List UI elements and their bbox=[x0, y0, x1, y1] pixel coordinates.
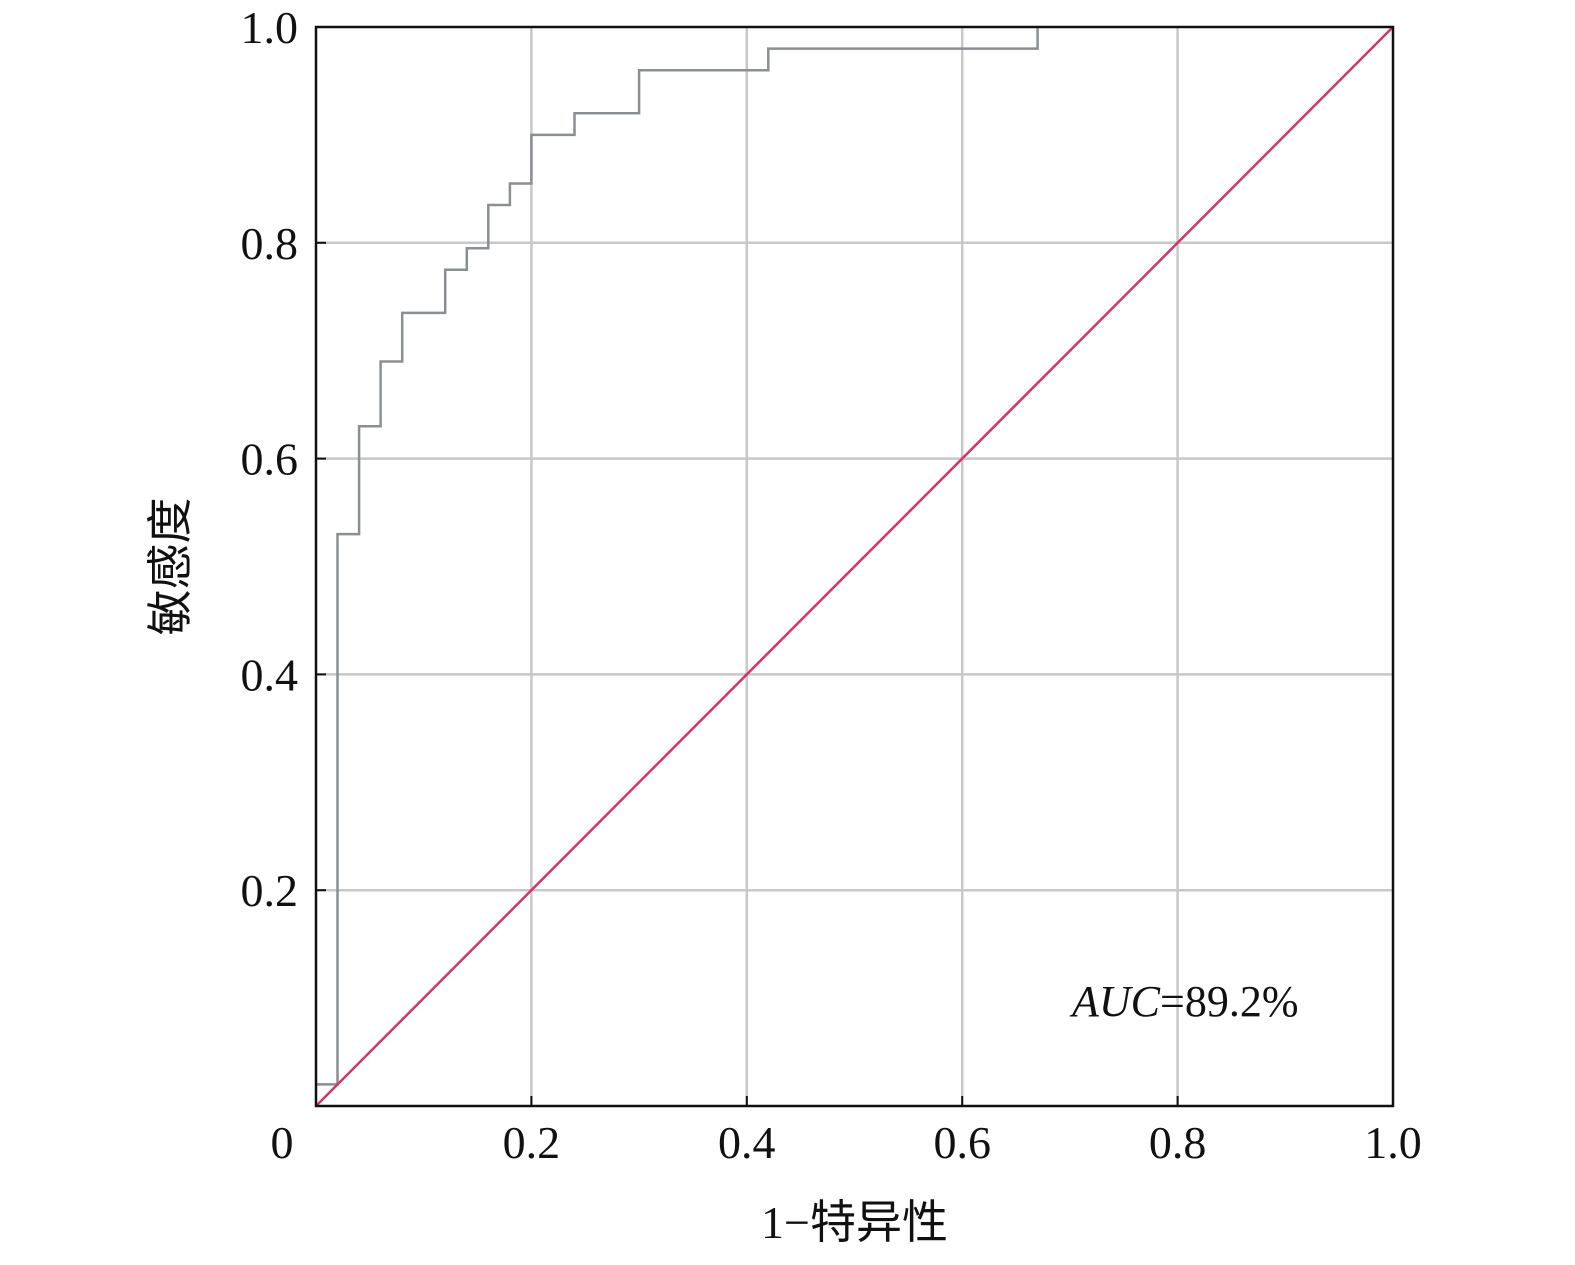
y-tick-label: 0.2 bbox=[241, 865, 299, 916]
y-axis-title: 敏感度 bbox=[145, 498, 196, 636]
x-tick-label: 0.8 bbox=[1149, 1117, 1207, 1168]
roc-curve bbox=[316, 27, 1039, 1086]
y-tick-label: 0.6 bbox=[241, 434, 299, 485]
x-tick-label: 1.0 bbox=[1364, 1117, 1422, 1168]
x-tick-label: 0.6 bbox=[933, 1117, 991, 1168]
auc-label: AUC bbox=[1069, 977, 1161, 1026]
auc-value: =89.2% bbox=[1160, 977, 1298, 1026]
x-tick-label: 0 bbox=[271, 1117, 294, 1168]
series-layer bbox=[315, 26, 1394, 1107]
plot-frame bbox=[314, 25, 1395, 1108]
reference-line bbox=[315, 26, 1394, 1107]
x-tick-label: 0.4 bbox=[718, 1117, 776, 1168]
auc-annotation: AUC=89.2% bbox=[1069, 977, 1298, 1026]
tick-layer: 0 0.2 0.4 0.6 0.8 1.0 0.2 0.4 0.6 0.8 1.0 bbox=[241, 2, 1422, 1168]
grid-layer bbox=[316, 27, 1393, 1106]
y-tick-label: 0.8 bbox=[241, 218, 299, 269]
x-tick-label: 0.2 bbox=[503, 1117, 561, 1168]
y-tick-label: 0.4 bbox=[241, 649, 299, 700]
y-tick-label: 1.0 bbox=[241, 2, 299, 53]
x-axis-title: 1−特异性 bbox=[761, 1197, 948, 1248]
